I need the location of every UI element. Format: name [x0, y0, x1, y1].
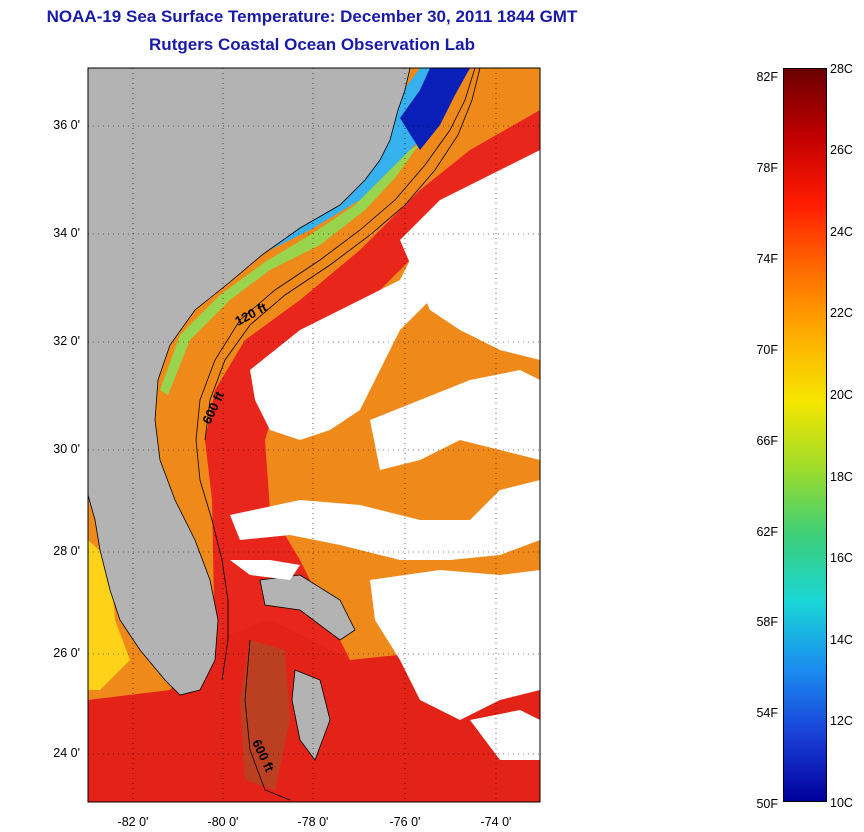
- colorbar-label-16c: 16C: [830, 551, 853, 565]
- lon-tick-78: -78 0': [297, 815, 329, 829]
- colorbar-label-78f: 78F: [756, 161, 778, 175]
- map-plot-area: [88, 68, 540, 802]
- colorbar-label-74f: 74F: [756, 252, 778, 266]
- lon-tick-76: -76 0': [389, 815, 421, 829]
- lon-tick-80: -80 0': [207, 815, 239, 829]
- colorbar-label-26c: 26C: [830, 143, 853, 157]
- shelf-water-cold: [400, 68, 470, 150]
- map-title: NOAA-19 Sea Surface Temperature: Decembe…: [46, 7, 578, 26]
- bahamas-bank: [291, 669, 331, 761]
- graticule: [88, 68, 540, 802]
- colorbar-label-18c: 18C: [830, 470, 853, 484]
- lon-tick-82: -82 0': [117, 815, 149, 829]
- lat-tick-26: 26 0': [53, 646, 80, 660]
- lat-tick-24: 24 0': [53, 746, 80, 760]
- depth-contours: [195, 68, 481, 801]
- cloud-cover: [230, 150, 540, 760]
- colorbar-label-12c: 12C: [830, 714, 853, 728]
- lon-tick-74: -74 0': [480, 815, 512, 829]
- gulf-shelf-water: [88, 540, 130, 690]
- colorbar-label-70f: 70F: [756, 343, 778, 357]
- map-subtitle: Rutgers Coastal Ocean Observation Lab: [149, 35, 475, 54]
- colorbar-label-66f: 66F: [756, 434, 778, 448]
- lat-tick-34: 34 0': [53, 226, 80, 240]
- colorbar-label-50f: 50F: [756, 797, 778, 811]
- lat-tick-32: 32 0': [53, 334, 80, 348]
- colorbar-label-82f: 82F: [756, 70, 778, 84]
- colorbar-label-54f: 54F: [756, 706, 778, 720]
- gulf-stream-band: [205, 110, 540, 802]
- colorbar-label-22c: 22C: [830, 306, 853, 320]
- colorbar-label-58f: 58F: [756, 615, 778, 629]
- colorbar-label-24c: 24C: [830, 225, 853, 239]
- colorbar-label-10c: 10C: [830, 796, 853, 810]
- map-frame: [87, 67, 541, 803]
- shelf-water-green: [160, 140, 425, 395]
- temperature-colorbar: [783, 68, 827, 802]
- bahamas-bank: [259, 574, 356, 641]
- lat-tick-28: 28 0': [53, 544, 80, 558]
- colorbar-label-62f: 62F: [756, 525, 778, 539]
- lat-tick-36: 36 0': [53, 118, 80, 132]
- colorbar-label-28c: 28C: [830, 62, 853, 76]
- colorbar-label-20c: 20C: [830, 388, 853, 402]
- lat-tick-30: 30 0': [53, 442, 80, 456]
- land-mass: [88, 68, 411, 696]
- bahamas-bank: [240, 640, 290, 790]
- colorbar-label-14c: 14C: [830, 633, 853, 647]
